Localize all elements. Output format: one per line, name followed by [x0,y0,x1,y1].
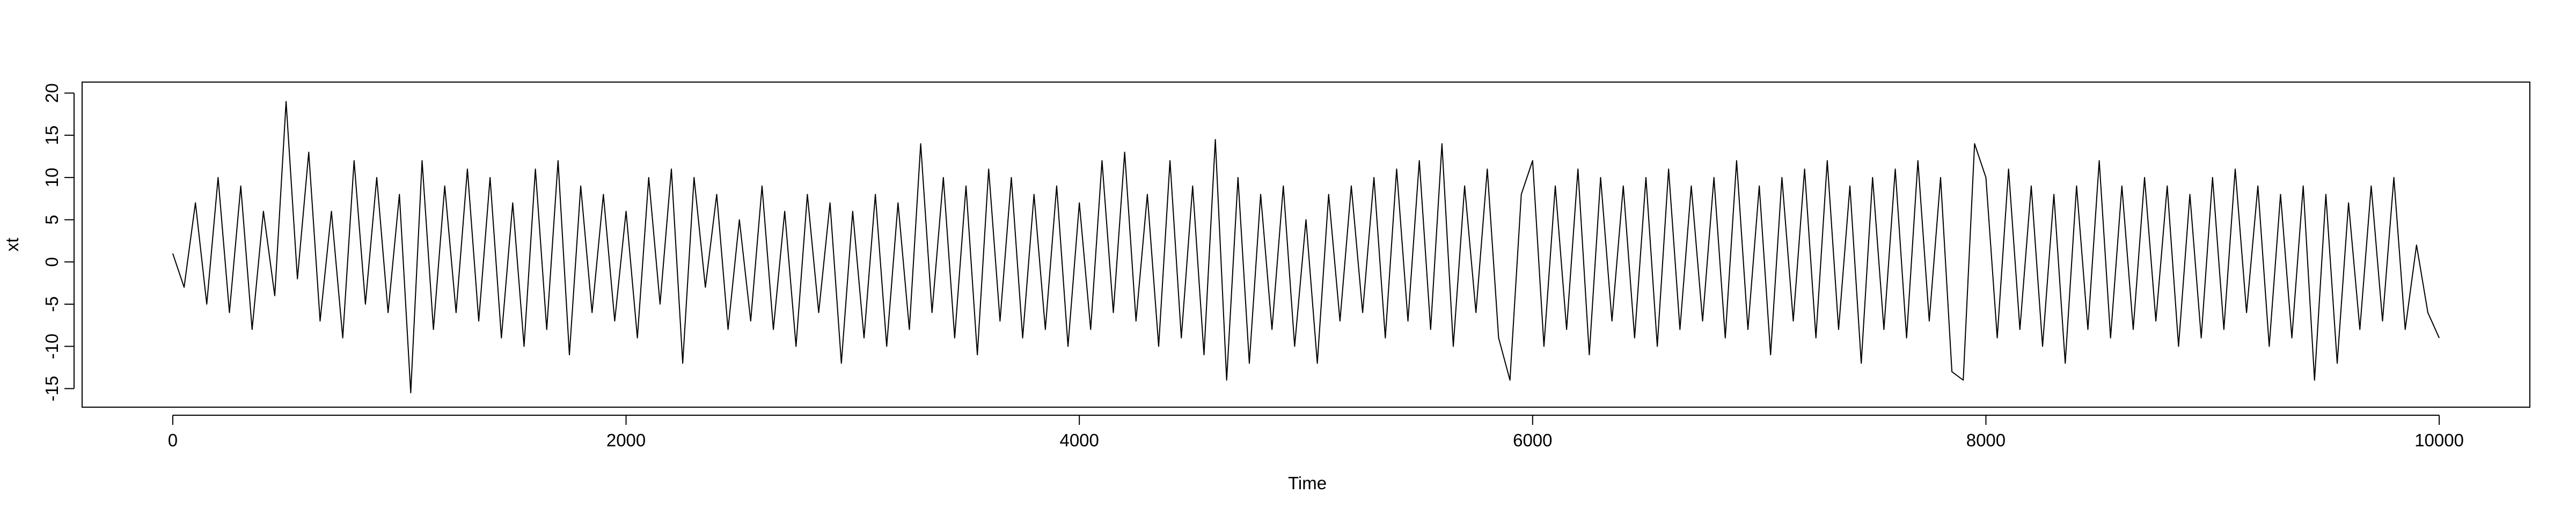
x-tick-label: 8000 [1966,430,2006,450]
x-tick-label: 0 [168,430,178,450]
y-tick-label: -15 [42,376,62,402]
x-tick-label: 4000 [1059,430,1099,450]
x-tick-label: 6000 [1513,430,1552,450]
y-tick-label: 20 [42,83,62,103]
y-tick-label: 5 [42,215,62,224]
y-axis-label: xt [2,238,22,252]
x-axis-label: Time [1288,473,1327,493]
y-tick-label: 15 [42,126,62,145]
y-tick-label: 10 [42,168,62,188]
series-line [172,101,2440,394]
y-tick-label: -10 [42,334,62,359]
x-tick-label: 2000 [606,430,646,450]
y-tick-label: -5 [42,296,62,312]
y-tick-label: 0 [42,257,62,267]
plot-box [82,82,2530,408]
x-tick-label: 10000 [2414,430,2464,450]
